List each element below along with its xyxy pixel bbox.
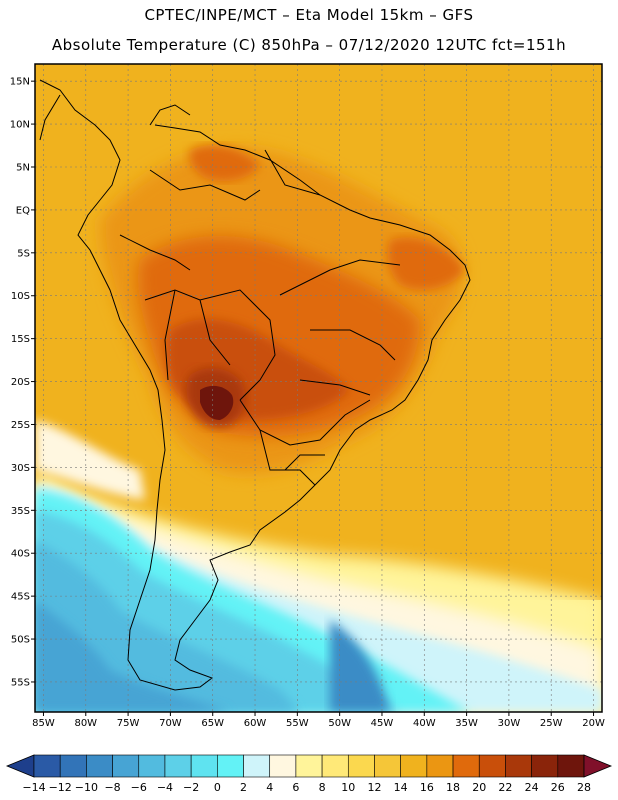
- colorbar-label: 10: [341, 781, 355, 794]
- colorbar-cell: [321, 754, 349, 778]
- colorbar-cell: [190, 754, 218, 778]
- continent-outline: [39, 79, 471, 691]
- colorbar-label: −4: [157, 781, 173, 794]
- latitude-axis: 15N 10N 5N EQ 5S 10S 15S 20S 25S 30S 35S 40S 45S 50S 5…: [10, 77, 35, 688]
- lat-label: 50S: [11, 635, 30, 646]
- colorbar-min-arrow: [5, 754, 35, 778]
- colorbar-label: −6: [131, 781, 147, 794]
- lat-label: 20S: [11, 377, 30, 388]
- lon-label: 20W: [582, 718, 605, 729]
- lat-label: 30S: [11, 463, 30, 474]
- colorbar-cell: [33, 754, 61, 778]
- lon-label: 65W: [201, 718, 224, 729]
- colorbar-cell: [269, 754, 297, 778]
- colorbar-label: −8: [104, 781, 120, 794]
- colorbar-cell: [347, 754, 375, 778]
- colorbar-label: 22: [498, 781, 512, 794]
- lon-label: 55W: [286, 718, 309, 729]
- colorbar-labels: −14 −12 −10 −8 −6 −4 −2 0 2 4 6 8 10 12 14 16 18 20 22 24 26…: [22, 781, 591, 794]
- colorbar-label: −14: [22, 781, 45, 794]
- lon-label: 45W: [371, 718, 394, 729]
- longitude-axis: 85W 80W 75W 70W 65W 60W 55W 50W 45W 40W 35W 30W 25W 2…: [32, 712, 605, 729]
- lon-label: 40W: [413, 718, 436, 729]
- map-frame: [34, 63, 603, 713]
- lat-label: 25S: [11, 420, 30, 431]
- colorbar-cell: [59, 754, 87, 778]
- lon-label: 25W: [540, 718, 563, 729]
- colorbar-label: −10: [75, 781, 98, 794]
- lat-label: 45S: [11, 592, 30, 603]
- colorbar-label: −2: [183, 781, 199, 794]
- colorbar-label: 14: [394, 781, 408, 794]
- colorbar-label: −12: [49, 781, 72, 794]
- colorbar-cell: [164, 754, 192, 778]
- lon-label: 30W: [498, 718, 521, 729]
- colorbar-label: 4: [266, 781, 273, 794]
- lat-label: 10N: [10, 120, 30, 131]
- lon-label: 35W: [455, 718, 478, 729]
- colorbar-label: 16: [420, 781, 434, 794]
- lat-label: 55S: [11, 677, 30, 688]
- lat-label: EQ: [16, 205, 30, 216]
- colorbar-label: 0: [214, 781, 221, 794]
- colorbar-label: 8: [319, 781, 326, 794]
- lat-label: 35S: [11, 506, 30, 517]
- lon-label: 75W: [117, 718, 140, 729]
- colorbar-cell: [426, 754, 454, 778]
- colorbar-cell: [400, 754, 428, 778]
- map-gridlines: [35, 64, 602, 712]
- colorbar: [5, 754, 613, 778]
- colorbar-cell: [505, 754, 532, 778]
- colorbar-label: 20: [472, 781, 486, 794]
- lon-label: 85W: [32, 718, 55, 729]
- colorbar-cell: [217, 754, 244, 778]
- chart-title-line2: Absolute Temperature (C) 850hPa – 07/12/…: [51, 36, 567, 54]
- chart-title-line1: CPTEC/INPE/MCT – Eta Model 15km – GFS: [144, 6, 474, 24]
- colorbar-label: 6: [292, 781, 299, 794]
- lat-label: 40S: [11, 549, 30, 560]
- lat-label: 10S: [11, 291, 30, 302]
- colorbar-label: 2: [240, 781, 247, 794]
- colorbar-cell: [557, 754, 585, 778]
- colorbar-label: 24: [525, 781, 539, 794]
- colorbar-cell: [112, 754, 140, 778]
- lon-label: 60W: [244, 718, 267, 729]
- colorbar-cell: [86, 754, 113, 778]
- colorbar-label: 28: [577, 781, 591, 794]
- colorbar-cell: [295, 754, 323, 778]
- lat-label: 5S: [17, 248, 30, 259]
- lon-label: 80W: [74, 718, 97, 729]
- colorbar-cell: [531, 754, 559, 778]
- colorbar-label: 18: [446, 781, 460, 794]
- colorbar-cell: [452, 754, 480, 778]
- lat-label: 15S: [11, 334, 30, 345]
- colorbar-label: 26: [551, 781, 565, 794]
- colorbar-cell: [138, 754, 166, 778]
- colorbar-cell: [243, 754, 271, 778]
- colorbar-cell: [374, 754, 401, 778]
- colorbar-label: 12: [367, 781, 381, 794]
- lon-label: 50W: [328, 718, 351, 729]
- lat-label: 5N: [16, 162, 30, 173]
- lon-label: 70W: [159, 718, 182, 729]
- colorbar-max-arrow: [583, 754, 613, 778]
- colorbar-cell: [478, 754, 506, 778]
- lat-label: 15N: [10, 77, 30, 88]
